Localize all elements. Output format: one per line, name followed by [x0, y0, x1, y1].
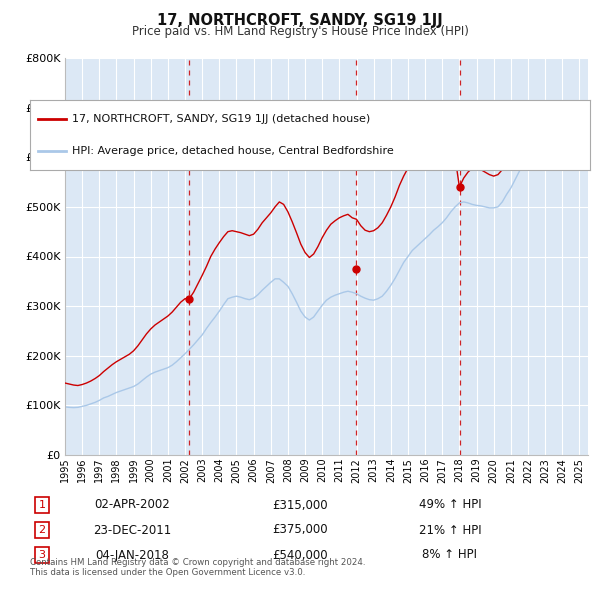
Text: Contains HM Land Registry data © Crown copyright and database right 2024.
This d: Contains HM Land Registry data © Crown c… [30, 558, 365, 577]
Text: HPI: Average price, detached house, Central Bedfordshire: HPI: Average price, detached house, Cent… [72, 146, 394, 156]
Text: 17, NORTHCROFT, SANDY, SG19 1JJ: 17, NORTHCROFT, SANDY, SG19 1JJ [157, 13, 443, 28]
Text: 3: 3 [456, 113, 463, 123]
Text: 2: 2 [38, 525, 46, 535]
Text: 1: 1 [38, 500, 46, 510]
Text: £315,000: £315,000 [272, 499, 328, 512]
Text: Price paid vs. HM Land Registry's House Price Index (HPI): Price paid vs. HM Land Registry's House … [131, 25, 469, 38]
Text: 49% ↑ HPI: 49% ↑ HPI [419, 499, 481, 512]
Text: £540,000: £540,000 [272, 549, 328, 562]
Text: 04-JAN-2018: 04-JAN-2018 [95, 549, 169, 562]
Text: 23-DEC-2011: 23-DEC-2011 [93, 523, 171, 536]
Text: 2: 2 [353, 113, 360, 123]
Text: 8% ↑ HPI: 8% ↑ HPI [422, 549, 478, 562]
Text: £375,000: £375,000 [272, 523, 328, 536]
Text: 3: 3 [38, 550, 46, 560]
Text: 17, NORTHCROFT, SANDY, SG19 1JJ (detached house): 17, NORTHCROFT, SANDY, SG19 1JJ (detache… [72, 114, 370, 124]
Text: 1: 1 [186, 113, 193, 123]
Text: 21% ↑ HPI: 21% ↑ HPI [419, 523, 481, 536]
Text: 02-APR-2002: 02-APR-2002 [94, 499, 170, 512]
